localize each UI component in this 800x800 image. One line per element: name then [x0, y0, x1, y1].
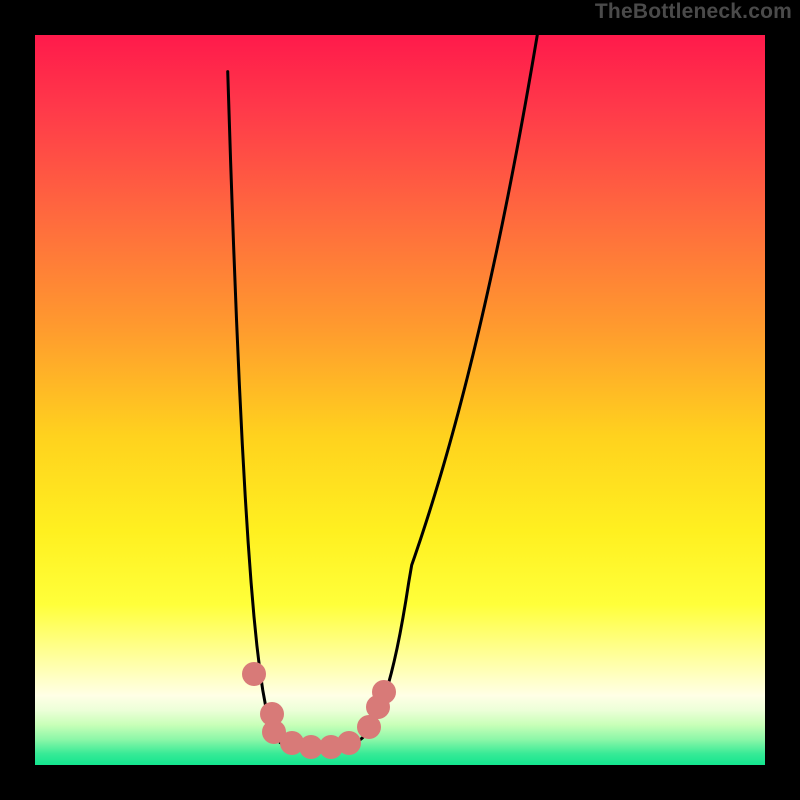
chart-stage: TheBottleneck.com [0, 0, 800, 800]
watermark-text: TheBottleneck.com [595, 0, 792, 24]
data-marker [337, 731, 361, 755]
background-gradient [35, 35, 765, 765]
plot-frame [35, 35, 765, 765]
data-marker [372, 680, 396, 704]
data-marker [357, 715, 381, 739]
data-marker [242, 662, 266, 686]
